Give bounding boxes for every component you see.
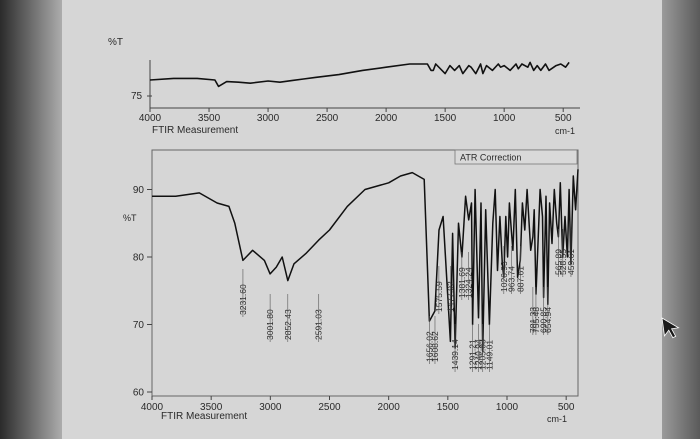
- bottom-y-tick-label: 70: [133, 320, 145, 331]
- top-x-tick-label: 2500: [316, 113, 339, 124]
- top-xunit: cm-1: [555, 126, 575, 136]
- top-y-tick: 75: [131, 91, 143, 102]
- bottom-spectrum-panel: %T ATR Correction FTIR Measurement cm-1 …: [123, 149, 579, 424]
- bottom-xunit: cm-1: [547, 414, 567, 424]
- top-x-tick-label: 2000: [375, 113, 398, 124]
- top-x-tick-label: 1500: [434, 113, 457, 124]
- top-spectrum-panel: %T 75 FTIR Measurement cm-1 4000 3500 3000…: [108, 37, 580, 136]
- bottom-ylabel: %T: [123, 213, 137, 223]
- bottom-xlabel: FTIR Measurement: [161, 411, 247, 422]
- mouse-pointer-icon: [661, 317, 680, 339]
- bottom-plot-frame: [151, 149, 579, 397]
- bottom-y-tick-label: 60: [133, 388, 145, 399]
- bottom-x-tick-label: 500: [558, 402, 575, 413]
- bottom-spectrum-line: [152, 169, 579, 353]
- top-x-tick-label: 500: [555, 113, 572, 124]
- top-xlabel: FTIR Measurement: [152, 125, 238, 136]
- bottom-x-tick-label: 4000: [141, 402, 164, 413]
- bottom-x-tick-label: 3000: [259, 402, 282, 413]
- atr-correction-label: ATR Correction: [460, 153, 521, 163]
- top-spectrum-line: [149, 61, 570, 88]
- top-ylabel: %T: [108, 37, 123, 48]
- bottom-y-tick-label: 90: [133, 185, 145, 196]
- top-x-tick-label: 3500: [198, 113, 221, 124]
- top-x-tick-label: 4000: [139, 113, 162, 124]
- bottom-x-tick-label: 2000: [378, 402, 401, 413]
- top-x-tick-label: 3000: [257, 113, 280, 124]
- atr-correction-box: [454, 149, 578, 165]
- top-x-tick-label: 1000: [493, 113, 516, 124]
- bottom-x-tick-label: 1500: [437, 402, 460, 413]
- bottom-x-tick-label: 3500: [200, 402, 223, 413]
- bottom-y-tick-label: 80: [133, 253, 145, 264]
- bottom-x-tick-label: 2500: [318, 402, 341, 413]
- bottom-x-tick-label: 1000: [496, 402, 519, 413]
